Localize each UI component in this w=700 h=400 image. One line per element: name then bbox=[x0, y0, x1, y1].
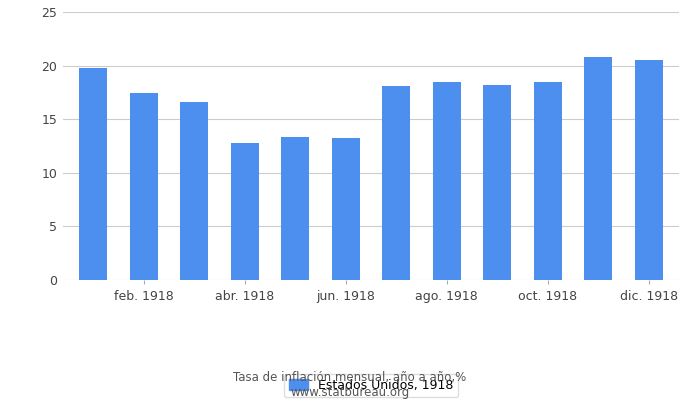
Bar bbox=[281, 138, 309, 280]
Bar bbox=[534, 82, 561, 280]
Legend: Estados Unidos, 1918: Estados Unidos, 1918 bbox=[284, 374, 458, 397]
Bar bbox=[79, 68, 107, 280]
Bar bbox=[635, 60, 663, 280]
Bar bbox=[584, 57, 612, 280]
Bar bbox=[382, 86, 410, 280]
Text: www.statbureau.org: www.statbureau.org bbox=[290, 386, 410, 399]
Bar bbox=[231, 143, 259, 280]
Bar bbox=[483, 85, 511, 280]
Bar bbox=[332, 138, 360, 280]
Bar bbox=[130, 94, 158, 280]
Text: Tasa de inflación mensual, año a año,%: Tasa de inflación mensual, año a año,% bbox=[233, 372, 467, 384]
Bar bbox=[433, 82, 461, 280]
Bar bbox=[181, 102, 208, 280]
